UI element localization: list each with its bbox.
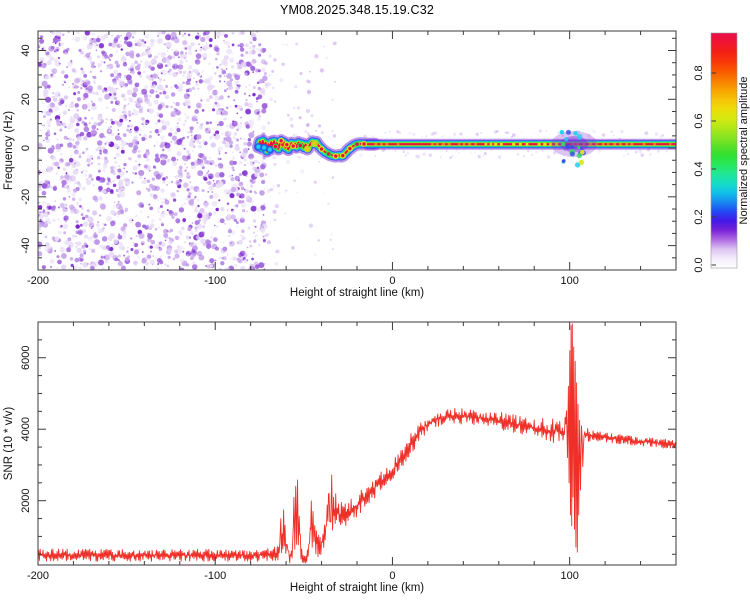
snr-x-tick-label: -200 <box>27 570 49 582</box>
snr-y-tick-label: 6000 <box>20 345 32 369</box>
colorbar: 0.0 0.2 0.4 0.6 0.8 Normalized spectral ampli… <box>693 32 750 273</box>
spectrogram-x-tick-label: 100 <box>560 275 578 287</box>
snr-trace <box>38 323 676 564</box>
snr-y-tick-label: 2000 <box>20 488 32 512</box>
colorbar-gradient <box>710 32 738 269</box>
spectrogram-x-axis-title: Height of straight line (km) <box>290 287 424 299</box>
colorbar-tick-label: 0.6 <box>693 113 705 128</box>
snr-x-axis-title: Height of straight line (km) <box>290 582 424 594</box>
snr-x-tick-label: 100 <box>560 570 578 582</box>
colorbar-tick-label: 0.8 <box>693 65 705 80</box>
spectrogram-x-tick-label: -200 <box>27 275 49 287</box>
snr-y-axis-title: SNR (10 * v/v) <box>3 407 15 481</box>
colorbar-tick-label: 0.0 <box>693 257 705 272</box>
spectrogram-y-tick-label: 0 <box>20 145 32 151</box>
spectrogram-y-tick-label: -40 <box>20 238 32 254</box>
spectrogram-noise-field <box>38 31 268 270</box>
snr-content <box>38 323 676 564</box>
colorbar-axis-title: Normalized spectral amplitude <box>738 77 750 225</box>
spectrogram-y-tick-label: 20 <box>20 93 32 105</box>
snr-axes: -200 -100 0 100 2000 4000 6000 Height of straig… <box>3 321 677 594</box>
snr-x-tick-label: -100 <box>204 570 226 582</box>
spectrogram-x-tick-label: -100 <box>204 275 226 287</box>
colorbar-tick-label: 0.4 <box>693 161 705 176</box>
disturbance-blob <box>551 129 598 168</box>
spectrogram-axes: -200 -100 0 100 40 20 0 -20 -40 Height of straigh… <box>3 30 677 299</box>
spectrogram-content <box>38 31 676 270</box>
snr-x-tick-label: 0 <box>389 570 395 582</box>
spectrogram-y-axis-title: Frequency (Hz) <box>3 111 15 190</box>
trace-beads <box>254 137 672 160</box>
figure-title: YM08.2025.348.15.19.C32 <box>279 3 435 17</box>
spectrogram-y-tick-label: -20 <box>20 189 32 205</box>
spectrogram-x-tick-label: 0 <box>389 275 395 287</box>
spectrogram-y-tick-label: 40 <box>20 44 32 56</box>
snr-y-tick-label: 4000 <box>20 417 32 441</box>
colorbar-tick-label: 0.2 <box>693 209 705 224</box>
